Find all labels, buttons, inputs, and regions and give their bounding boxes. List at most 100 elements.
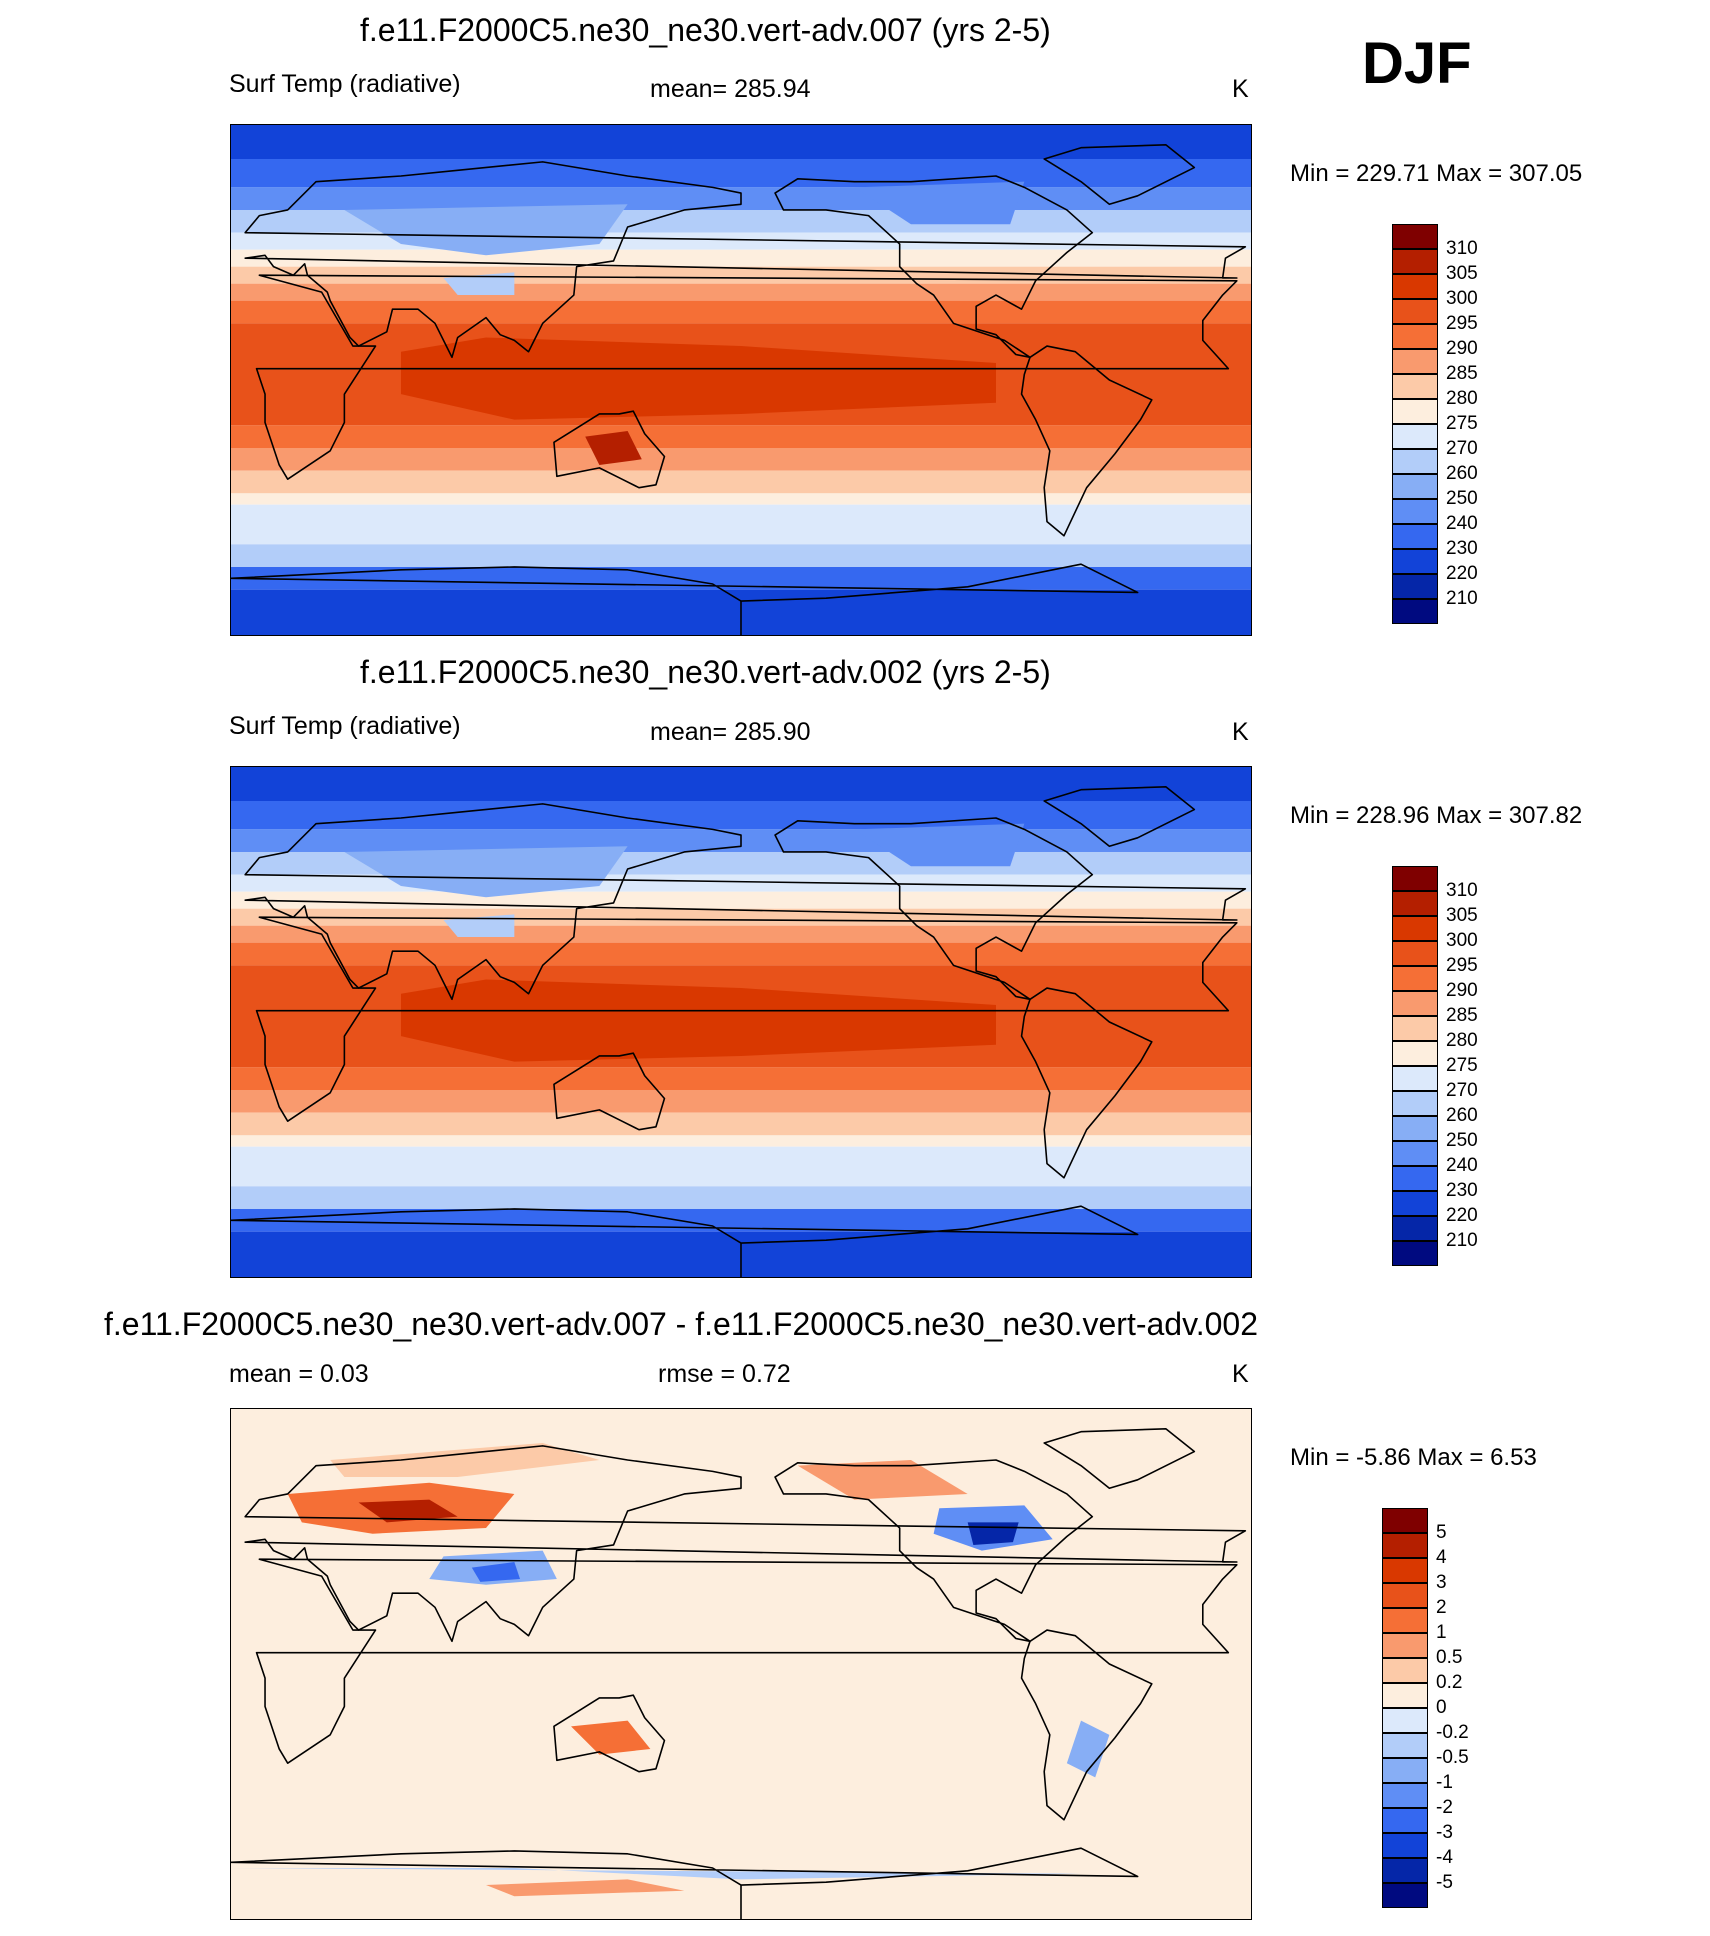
panel-1-colorbar: 310 305 300 295 290 285 280 275 270 260 250 240 230 2…	[1392, 224, 1528, 624]
colorbar-swatch	[1392, 891, 1438, 916]
colorbar-label: 280	[1446, 1030, 1478, 1051]
colorbar-label: 0.5	[1436, 1647, 1463, 1668]
colorbar-swatch	[1392, 1166, 1438, 1191]
colorbar-swatch	[1392, 599, 1438, 624]
colorbar-label: 270	[1446, 438, 1478, 459]
colorbar-swatch	[1392, 299, 1438, 324]
colorbar-swatch	[1382, 1758, 1428, 1783]
colorbar-label: 240	[1446, 1155, 1478, 1176]
colorbar-label: 300	[1446, 930, 1478, 951]
panel-2-title: f.e11.F2000C5.ne30_ne30.vert-adv.002 (yr…	[360, 654, 1051, 690]
colorbar-swatch	[1382, 1808, 1428, 1833]
colorbar-swatch	[1382, 1508, 1428, 1533]
season-label: DJF	[1362, 31, 1472, 96]
panel-3-rmse-label: rmse = 0.72	[658, 1360, 791, 1388]
colorbar-swatch	[1382, 1558, 1428, 1583]
panel-2-mean-label: mean= 285.90	[650, 718, 811, 746]
panel-3-title: f.e11.F2000C5.ne30_ne30.vert-adv.007 - f…	[104, 1306, 1258, 1342]
colorbar-label: 210	[1446, 1230, 1478, 1251]
colorbar-label: 0.2	[1436, 1672, 1463, 1693]
colorbar-label: -4	[1436, 1847, 1453, 1868]
colorbar-swatch	[1382, 1858, 1428, 1883]
colorbar-label: 285	[1446, 363, 1478, 384]
colorbar-label: -0.2	[1436, 1722, 1469, 1743]
colorbar-label: 2	[1436, 1597, 1447, 1618]
colorbar-swatch	[1392, 399, 1438, 424]
colorbar-label: 260	[1446, 1105, 1478, 1126]
colorbar-label: 270	[1446, 1080, 1478, 1101]
colorbar-label: 305	[1446, 905, 1478, 926]
panel-2-colorbar: 310 305 300 295 290 285 280 275 270 260 250 240 230 2…	[1392, 866, 1528, 1266]
colorbar-swatch	[1392, 941, 1438, 966]
colorbar-label: -3	[1436, 1822, 1453, 1843]
panel-3-colorbar: 5 4 3 2 1 0.5 0.2 0 -0.2 -0.5 -1 -2 -3 -4 -5	[1382, 1508, 1518, 1908]
colorbar-swatch	[1392, 1141, 1438, 1166]
colorbar-swatch	[1392, 1041, 1438, 1066]
colorbar-label: 310	[1446, 238, 1478, 259]
colorbar-swatch	[1392, 324, 1438, 349]
colorbar-swatch	[1392, 574, 1438, 599]
colorbar-swatch	[1392, 1116, 1438, 1141]
colorbar-swatch	[1382, 1658, 1428, 1683]
panel-1-minmax: Min = 229.71 Max = 307.05	[1290, 160, 1583, 187]
colorbar-swatch	[1392, 499, 1438, 524]
colorbar-label: 300	[1446, 288, 1478, 309]
colorbar-label: -5	[1436, 1872, 1453, 1893]
colorbar-swatch	[1392, 916, 1438, 941]
colorbar-label: 310	[1446, 880, 1478, 901]
colorbar-label: 275	[1446, 1055, 1478, 1076]
colorbar-label: 275	[1446, 413, 1478, 434]
colorbar-label: 4	[1436, 1547, 1447, 1568]
colorbar-label: -1	[1436, 1772, 1453, 1793]
colorbar-label: -2	[1436, 1797, 1453, 1818]
colorbar-swatch	[1382, 1783, 1428, 1808]
colorbar-swatch	[1382, 1683, 1428, 1708]
panel-2-map	[230, 766, 1252, 1278]
colorbar-swatch	[1392, 991, 1438, 1016]
colorbar-swatch	[1382, 1608, 1428, 1633]
colorbar-label: 1	[1436, 1622, 1447, 1643]
colorbar-label: 250	[1446, 488, 1478, 509]
colorbar-swatch	[1382, 1583, 1428, 1608]
panel-1-map	[230, 124, 1252, 636]
colorbar-swatch	[1392, 1216, 1438, 1241]
colorbar-label: 290	[1446, 980, 1478, 1001]
colorbar-label: 230	[1446, 538, 1478, 559]
panel-3-mean-label: mean = 0.03	[229, 1360, 369, 1388]
colorbar-label: 240	[1446, 513, 1478, 534]
colorbar-swatch	[1392, 474, 1438, 499]
colorbar-label: 5	[1436, 1522, 1447, 1543]
panel-1-units-label: K	[1232, 75, 1249, 103]
colorbar-swatch	[1392, 866, 1438, 891]
panel-3-map	[230, 1408, 1252, 1920]
colorbar-label: 285	[1446, 1005, 1478, 1026]
panel-1-variable-label: Surf Temp (radiative)	[229, 70, 461, 98]
panel-2-variable-label: Surf Temp (radiative)	[229, 712, 461, 740]
panel-1-title: f.e11.F2000C5.ne30_ne30.vert-adv.007 (yr…	[360, 12, 1051, 48]
colorbar-swatch	[1392, 1091, 1438, 1116]
colorbar-label: 0	[1436, 1697, 1447, 1718]
colorbar-swatch	[1392, 424, 1438, 449]
panel-1-mean-label: mean= 285.94	[650, 75, 811, 103]
panel-3-units-label: K	[1232, 1360, 1249, 1388]
colorbar-swatch	[1392, 249, 1438, 274]
colorbar-swatch	[1392, 549, 1438, 574]
colorbar-label: 250	[1446, 1130, 1478, 1151]
colorbar-swatch	[1382, 1833, 1428, 1858]
colorbar-swatch	[1392, 374, 1438, 399]
colorbar-label: 295	[1446, 955, 1478, 976]
colorbar-swatch	[1392, 449, 1438, 474]
colorbar-label: 295	[1446, 313, 1478, 334]
colorbar-label: 260	[1446, 463, 1478, 484]
colorbar-swatch	[1392, 1016, 1438, 1041]
colorbar-swatch	[1382, 1533, 1428, 1558]
colorbar-swatch	[1382, 1733, 1428, 1758]
panel-3-minmax: Min = -5.86 Max = 6.53	[1290, 1444, 1537, 1471]
colorbar-label: 220	[1446, 1205, 1478, 1226]
colorbar-swatch	[1392, 524, 1438, 549]
colorbar-swatch	[1392, 966, 1438, 991]
colorbar-label: 3	[1436, 1572, 1447, 1593]
colorbar-swatch	[1392, 1191, 1438, 1216]
colorbar-label: 290	[1446, 338, 1478, 359]
colorbar-label: 305	[1446, 263, 1478, 284]
